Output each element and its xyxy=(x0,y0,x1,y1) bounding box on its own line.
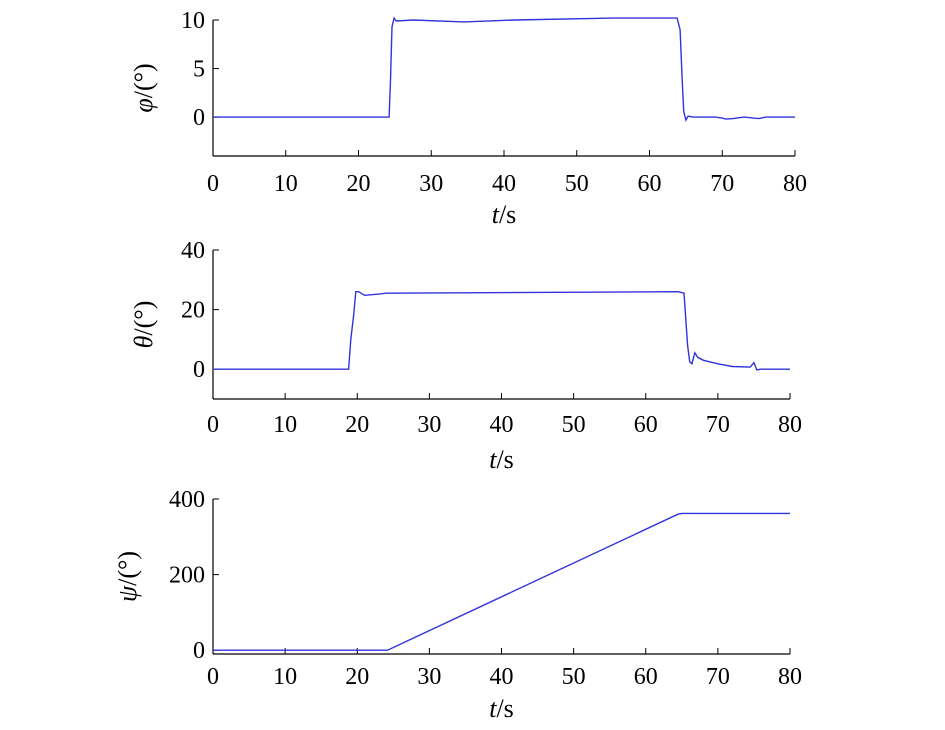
x-tick-label: 30 xyxy=(419,171,443,197)
x-axis-var: t xyxy=(492,200,500,229)
x-tick-label: 0 xyxy=(207,664,219,690)
x-tick-label: 50 xyxy=(565,171,589,197)
x-tick-label: 40 xyxy=(490,412,514,438)
y-axis-label: φ/(°) xyxy=(129,63,158,112)
x-tick-label: 60 xyxy=(634,664,658,690)
y-tick-label: 400 xyxy=(169,487,205,513)
x-tick-label: 60 xyxy=(638,171,662,197)
x-tick-label: 40 xyxy=(492,171,516,197)
x-tick-label: 20 xyxy=(345,412,369,438)
series-line xyxy=(213,290,790,371)
y-axis-var: ψ xyxy=(113,585,142,602)
y-tick-label: 0 xyxy=(193,357,205,383)
y-tick-label: 0 xyxy=(193,638,205,664)
x-tick-label: 80 xyxy=(778,412,802,438)
y-tick-label: 10 xyxy=(181,8,205,34)
x-tick-label: 80 xyxy=(778,664,802,690)
x-tick-label: 10 xyxy=(273,412,297,438)
y-tick-label: 40 xyxy=(181,238,205,264)
y-axis-var: φ xyxy=(129,98,158,112)
y-tick-label: 200 xyxy=(169,563,205,589)
y-axis-label: ψ/(°) xyxy=(113,551,142,602)
y-tick-label: 0 xyxy=(193,105,205,131)
y-tick-label: 20 xyxy=(181,298,205,324)
theta-panel: 0 10 20 30 40 50 60 70 80 0 20 40 t/s θ/(°) xyxy=(129,238,802,474)
x-tick-label: 70 xyxy=(710,171,734,197)
x-axis-var: t xyxy=(489,694,497,723)
y-axis-unit: /(°) xyxy=(129,63,158,98)
series-line xyxy=(213,512,790,651)
x-tick-label: 20 xyxy=(347,171,371,197)
x-axis-label: t/s xyxy=(489,694,514,723)
x-tick-label: 70 xyxy=(706,664,730,690)
x-tick-label: 50 xyxy=(562,664,586,690)
x-tick-label: 20 xyxy=(345,664,369,690)
y-axis-unit: /(°) xyxy=(129,301,158,336)
x-tick-label: 50 xyxy=(562,412,586,438)
x-axis-label: t/s xyxy=(489,445,514,474)
y-axis-var: θ xyxy=(129,335,158,348)
x-axis-var: t xyxy=(489,445,497,474)
x-tick-label: 0 xyxy=(207,171,219,197)
psi-panel: 0 10 20 30 40 50 60 70 80 0 200 400 t/s ψ/(°) xyxy=(113,487,802,723)
x-tick-label: 10 xyxy=(274,171,298,197)
phi-panel: 0 10 20 30 40 50 60 70 80 0 5 10 t/s φ/(°) xyxy=(129,8,807,229)
x-axis-label: t/s xyxy=(492,200,517,229)
x-axis-unit: /s xyxy=(499,200,516,229)
x-tick-label: 0 xyxy=(207,412,219,438)
x-tick-label: 10 xyxy=(273,664,297,690)
x-tick-label: 60 xyxy=(634,412,658,438)
series-line xyxy=(213,16,795,122)
x-axis-unit: /s xyxy=(496,445,513,474)
y-axis-unit: /(°) xyxy=(113,551,142,586)
y-tick-label: 5 xyxy=(193,57,205,83)
x-axis-unit: /s xyxy=(496,694,513,723)
x-tick-label: 40 xyxy=(490,664,514,690)
x-tick-label: 70 xyxy=(706,412,730,438)
x-tick-label: 30 xyxy=(417,412,441,438)
x-tick-label: 80 xyxy=(783,171,807,197)
y-axis-label: θ/(°) xyxy=(129,301,158,349)
x-tick-label: 30 xyxy=(417,664,441,690)
